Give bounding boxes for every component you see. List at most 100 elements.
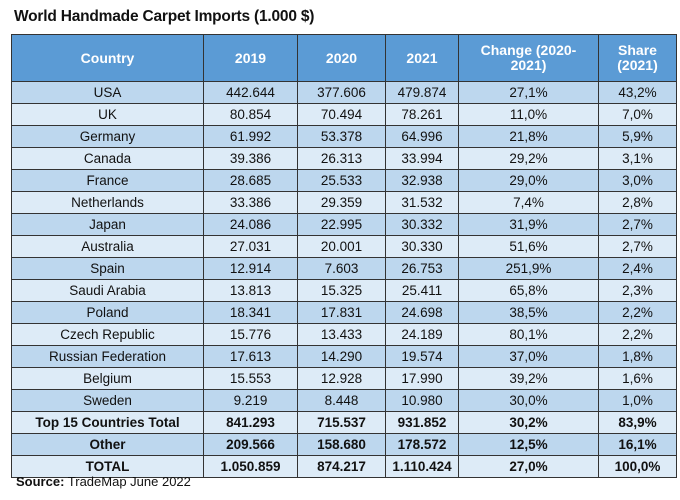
cell-share: 100,0% <box>598 455 677 478</box>
cell-change: 37,0% <box>458 345 599 368</box>
table-row: Japan 24.086 22.995 30.332 31,9% 2,7% <box>11 213 677 236</box>
cell-share: 1,6% <box>598 367 677 390</box>
cell-2019: 12.914 <box>203 257 298 280</box>
cell-2020: 22.995 <box>297 213 386 236</box>
cell-2021: 178.572 <box>385 433 459 456</box>
cell-2020: 874.217 <box>297 455 386 478</box>
cell-2020: 17.831 <box>297 301 386 324</box>
cell-change: 251,9% <box>458 257 599 280</box>
cell-2020: 15.325 <box>297 279 386 302</box>
cell-country: Canada <box>11 147 204 170</box>
cell-share: 2,7% <box>598 235 677 258</box>
cell-2021: 17.990 <box>385 367 459 390</box>
cell-2019: 17.613 <box>203 345 298 368</box>
cell-2019: 27.031 <box>203 235 298 258</box>
cell-country: Germany <box>11 125 204 148</box>
cell-share: 2,8% <box>598 191 677 214</box>
cell-2021: 32.938 <box>385 169 459 192</box>
cell-2019: 9.219 <box>203 389 298 412</box>
cell-2019: 15.553 <box>203 367 298 390</box>
table-row: Sweden 9.219 8.448 10.980 30,0% 1,0% <box>11 389 677 412</box>
cell-share: 5,9% <box>598 125 677 148</box>
cell-change: 38,5% <box>458 301 599 324</box>
cell-2020: 715.537 <box>297 411 386 434</box>
cell-2020: 377.606 <box>297 81 386 104</box>
table-row: Australia 27.031 20.001 30.330 51,6% 2,7% <box>11 235 677 258</box>
header-2019: 2019 <box>203 34 298 82</box>
cell-2020: 8.448 <box>297 389 386 412</box>
cell-change: 29,2% <box>458 147 599 170</box>
cell-change: 27,0% <box>458 455 599 478</box>
cell-country: Spain <box>11 257 204 280</box>
cell-2021: 24.698 <box>385 301 459 324</box>
cell-change: 30,0% <box>458 389 599 412</box>
table-row: Czech Republic 15.776 13.433 24.189 80,1% 2,2… <box>11 323 677 346</box>
cell-change: 21,8% <box>458 125 599 148</box>
cell-2019: 18.341 <box>203 301 298 324</box>
table-row: USA 442.644 377.606 479.874 27,1% 43,2% <box>11 81 677 104</box>
cell-share: 1,0% <box>598 389 677 412</box>
cell-2019: 442.644 <box>203 81 298 104</box>
cell-2019: 28.685 <box>203 169 298 192</box>
table-row: Germany 61.992 53.378 64.996 21,8% 5,9% <box>11 125 677 148</box>
cell-country: Netherlands <box>11 191 204 214</box>
cell-change: 12,5% <box>458 433 599 456</box>
cell-share: 2,3% <box>598 279 677 302</box>
cell-2021: 30.332 <box>385 213 459 236</box>
cell-2019: 13.813 <box>203 279 298 302</box>
cell-country: UK <box>11 103 204 126</box>
header-change: Change (2020-2021) <box>458 34 599 82</box>
cell-2020: 25.533 <box>297 169 386 192</box>
cell-share: 16,1% <box>598 433 677 456</box>
cell-2019: 80.854 <box>203 103 298 126</box>
cell-2019: 15.776 <box>203 323 298 346</box>
table-row: France 28.685 25.533 32.938 29,0% 3,0% <box>11 169 677 192</box>
source-text: TradeMap June 2022 <box>64 474 191 489</box>
cell-country: Czech Republic <box>11 323 204 346</box>
cell-2021: 25.411 <box>385 279 459 302</box>
cell-share: 1,8% <box>598 345 677 368</box>
cell-country: Belgium <box>11 367 204 390</box>
cell-2021: 1.110.424 <box>385 455 459 478</box>
cell-2021: 31.532 <box>385 191 459 214</box>
cell-change: 51,6% <box>458 235 599 258</box>
cell-change: 11,0% <box>458 103 599 126</box>
cell-2019: 39.386 <box>203 147 298 170</box>
cell-2020: 13.433 <box>297 323 386 346</box>
table-title: World Handmade Carpet Imports (1.000 $) <box>14 8 315 25</box>
cell-country: Australia <box>11 235 204 258</box>
cell-country: Japan <box>11 213 204 236</box>
total-row: TOTAL 1.050.859 874.217 1.110.424 27,0% 100,0… <box>11 455 677 478</box>
table-row: Saudi Arabia 13.813 15.325 25.411 65,8% 2,3% <box>11 279 677 302</box>
cell-country: TOTAL <box>11 455 204 478</box>
cell-2019: 61.992 <box>203 125 298 148</box>
cell-share: 2,2% <box>598 323 677 346</box>
cell-country: France <box>11 169 204 192</box>
header-share: Share (2021) <box>598 34 677 82</box>
cell-country: USA <box>11 81 204 104</box>
cell-2020: 20.001 <box>297 235 386 258</box>
cell-country: Sweden <box>11 389 204 412</box>
header-2021: 2021 <box>385 34 459 82</box>
cell-country: Saudi Arabia <box>11 279 204 302</box>
cell-share: 3,0% <box>598 169 677 192</box>
carpet-imports-table: Country 2019 2020 2021 Change (2020-2021) Sha… <box>11 34 677 478</box>
cell-2020: 7.603 <box>297 257 386 280</box>
cell-2021: 19.574 <box>385 345 459 368</box>
cell-2019: 33.386 <box>203 191 298 214</box>
cell-share: 2,4% <box>598 257 677 280</box>
cell-share: 3,1% <box>598 147 677 170</box>
cell-2020: 53.378 <box>297 125 386 148</box>
source-label: Source: <box>16 474 65 489</box>
cell-change: 27,1% <box>458 81 599 104</box>
cell-2021: 64.996 <box>385 125 459 148</box>
cell-2020: 70.494 <box>297 103 386 126</box>
table-row: Spain 12.914 7.603 26.753 251,9% 2,4% <box>11 257 677 280</box>
header-2020: 2020 <box>297 34 386 82</box>
cell-2021: 479.874 <box>385 81 459 104</box>
cell-change: 7,4% <box>458 191 599 214</box>
cell-2021: 33.994 <box>385 147 459 170</box>
cell-share: 43,2% <box>598 81 677 104</box>
cell-2019: 1.050.859 <box>203 455 298 478</box>
cell-2020: 29.359 <box>297 191 386 214</box>
